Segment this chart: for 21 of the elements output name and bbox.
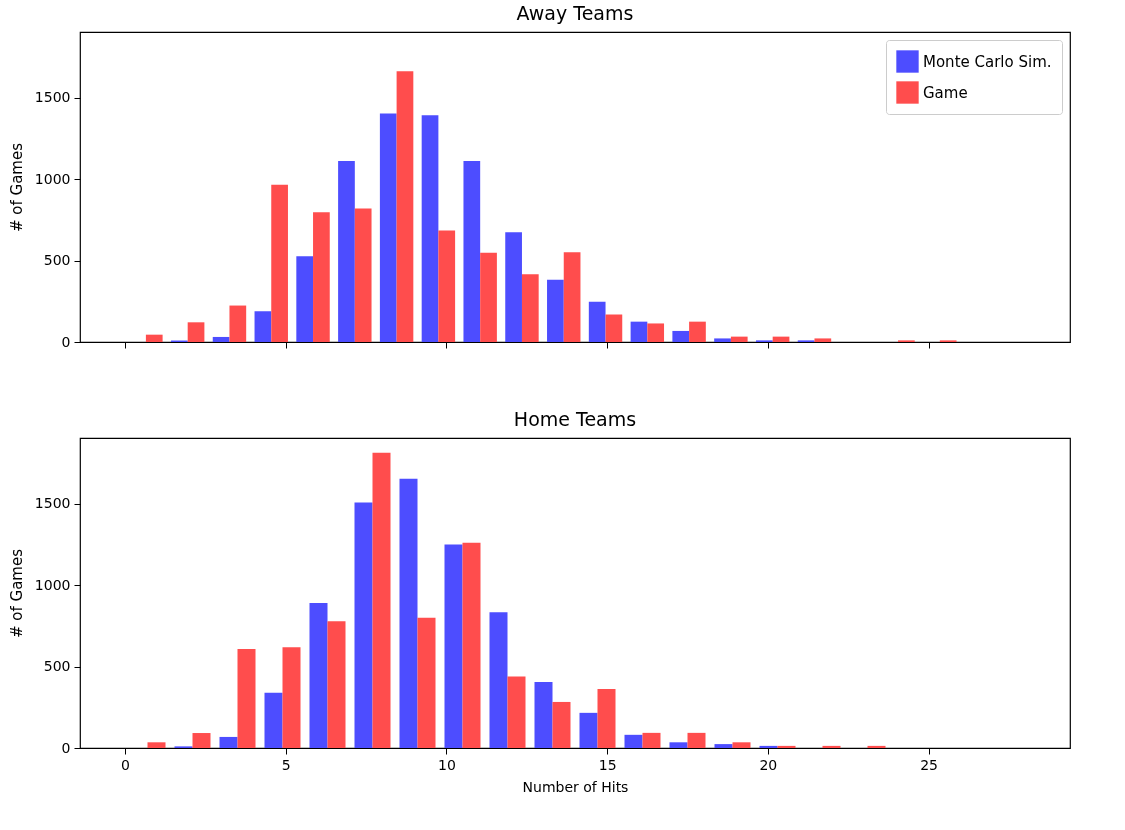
y-tick-label: 1000 <box>34 576 71 593</box>
chart-title: Away Teams <box>516 2 634 24</box>
chart-title: Home Teams <box>513 408 637 430</box>
x-tick-label: 15 <box>598 756 617 773</box>
y-tick-label: 500 <box>43 658 71 675</box>
legend-label: Monte Carlo Sim. <box>923 52 1052 71</box>
x-axis-title: Number of Hits <box>522 778 629 795</box>
y-tick-label: 1500 <box>34 89 71 106</box>
y-tick-label: 0 <box>61 333 71 350</box>
y-tick-label: 0 <box>61 739 71 756</box>
x-tick-label: 20 <box>759 756 778 773</box>
x-tick-label: 0 <box>121 756 130 773</box>
y-tick-label: 500 <box>43 252 71 269</box>
y-tick-label: 1000 <box>34 170 71 187</box>
y-axis-title: # of Games <box>7 548 26 639</box>
legend-label: Game <box>923 83 968 102</box>
y-axis-title: # of Games <box>7 142 26 233</box>
x-tick-label: 25 <box>920 756 938 773</box>
x-tick-label: 5 <box>281 756 291 773</box>
y-tick-label: 1500 <box>34 495 71 512</box>
x-tick-label: 10 <box>438 756 456 773</box>
